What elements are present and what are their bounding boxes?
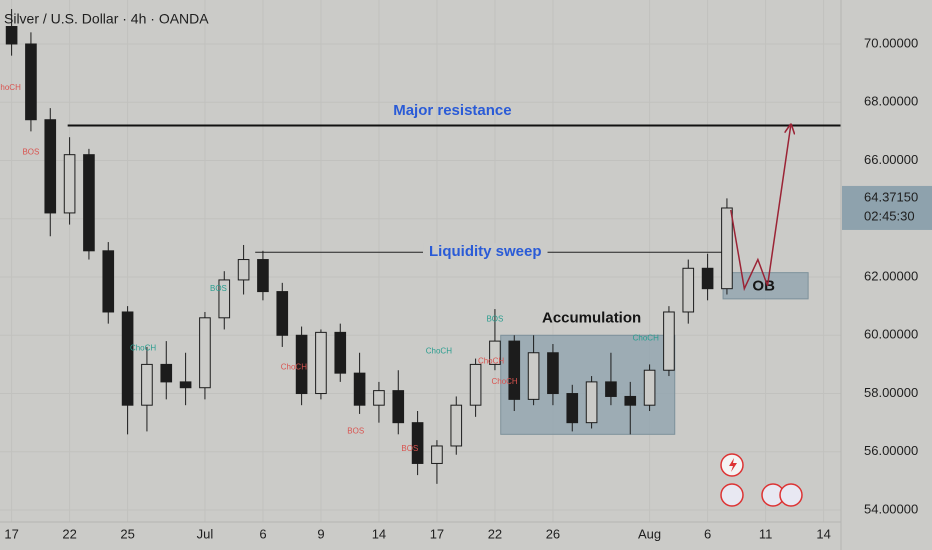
zone-label: Accumulation xyxy=(542,310,641,327)
candle-body xyxy=(315,331,327,395)
candle-body xyxy=(411,422,424,464)
level-label: Liquidity sweep xyxy=(429,243,542,260)
candle-body xyxy=(469,363,482,406)
candle-body xyxy=(431,445,443,464)
y-tick-label: 60.00000 xyxy=(864,327,918,342)
candle-body xyxy=(199,317,211,389)
structure-marker: BOS xyxy=(401,444,418,453)
candle-body xyxy=(121,311,134,406)
structure-marker: BOS xyxy=(486,315,503,324)
price-label: 64.37150 xyxy=(864,189,918,204)
candle-body xyxy=(682,267,695,313)
candle-body xyxy=(508,340,521,400)
x-tick-label: 9 xyxy=(317,526,324,541)
y-tick-label: 58.00000 xyxy=(864,385,918,400)
x-tick-label: 11 xyxy=(759,526,773,541)
y-tick-label: 66.00000 xyxy=(864,152,918,167)
candle-body xyxy=(527,352,540,400)
x-tick-label: 17 xyxy=(4,526,18,541)
y-tick-label: 70.00000 xyxy=(864,35,918,50)
candle-body xyxy=(334,331,347,374)
price-label-box xyxy=(842,185,932,230)
candle-body xyxy=(160,363,173,383)
candle-body xyxy=(295,334,308,395)
structure-marker: ChoCH xyxy=(281,362,307,371)
candle-body xyxy=(25,43,37,121)
candle-body xyxy=(373,390,385,406)
candle-body xyxy=(392,390,405,424)
price-countdown: 02:45:30 xyxy=(864,208,915,223)
candle-body xyxy=(179,381,192,389)
candles xyxy=(5,9,733,484)
candle-body xyxy=(44,119,57,214)
candle-body xyxy=(624,395,637,406)
candle-body xyxy=(489,340,501,365)
candle-body xyxy=(63,154,76,214)
structure-marker: BOS xyxy=(22,148,39,157)
candle-body xyxy=(257,259,269,293)
structure-marker: ChoCH xyxy=(426,347,452,356)
x-tick-label: 25 xyxy=(120,526,134,541)
candle-body xyxy=(353,372,366,406)
y-tick-label: 56.00000 xyxy=(864,443,918,458)
axes: 54.00000 56.00000 58.00000 60.00000 62.00000… xyxy=(4,35,932,541)
candle-body xyxy=(141,363,153,406)
candle-body xyxy=(83,154,95,252)
zone-label: OB xyxy=(752,278,775,295)
projection-path xyxy=(730,126,791,292)
y-tick-label: 68.00000 xyxy=(864,94,918,109)
x-tick-label: 26 xyxy=(546,526,560,541)
grid xyxy=(0,0,841,522)
candle-body xyxy=(102,250,115,313)
x-tick-label: 14 xyxy=(372,526,386,541)
structure-marker: ChoCH xyxy=(0,83,21,92)
label-background xyxy=(423,243,548,261)
structure-marker: BOS xyxy=(347,427,364,436)
x-tick-label: 17 xyxy=(430,526,444,541)
candle-body xyxy=(643,369,656,406)
candle-body xyxy=(276,291,289,336)
overlay: Accumulation OB Major resistance Liquidity … xyxy=(0,83,791,453)
candle-body xyxy=(5,26,18,45)
candle-body xyxy=(547,352,559,395)
structure-marker: ChoCH xyxy=(491,377,517,386)
candle-body xyxy=(218,279,231,319)
structure-marker: BOS xyxy=(210,284,227,293)
candle-body xyxy=(701,267,714,290)
x-tick-label: 22 xyxy=(488,526,502,541)
x-tick-label: Jul xyxy=(197,526,214,541)
candle-body xyxy=(450,404,463,447)
x-tick-label: 22 xyxy=(62,526,76,541)
candle-body xyxy=(237,259,250,281)
candle-body xyxy=(721,207,733,290)
x-tick-label: 14 xyxy=(816,526,830,541)
structure-marker: ChoCH xyxy=(633,333,659,342)
y-tick-label: 62.00000 xyxy=(864,268,918,283)
y-tick-label: 54.00000 xyxy=(864,501,918,516)
chart-title: Silver / U.S. Dollar · 4h · OANDA xyxy=(4,11,209,27)
event-icon xyxy=(720,483,744,507)
x-tick-label: Aug xyxy=(638,526,661,541)
structure-marker: ChoCH xyxy=(478,357,504,366)
level-label: Major resistance xyxy=(393,102,511,119)
candle-body xyxy=(566,393,579,424)
x-tick-label: 6 xyxy=(259,526,266,541)
candle-body xyxy=(663,311,675,371)
candle-body xyxy=(585,381,598,424)
event-icons xyxy=(720,453,803,507)
x-tick-label: 6 xyxy=(704,526,711,541)
event-icon xyxy=(779,483,803,507)
candle-body xyxy=(605,381,617,397)
structure-marker: ChoCH xyxy=(130,343,156,352)
event-icon xyxy=(729,458,737,472)
